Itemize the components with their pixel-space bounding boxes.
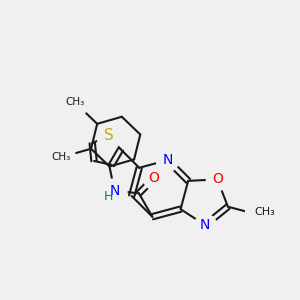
Text: CH₃: CH₃ <box>52 152 71 162</box>
Text: CH₃: CH₃ <box>65 98 85 107</box>
Text: S: S <box>104 128 114 143</box>
Text: O: O <box>212 172 223 186</box>
Text: O: O <box>149 171 160 185</box>
Text: N: N <box>200 218 210 232</box>
Text: N: N <box>109 184 120 198</box>
Text: N: N <box>162 153 173 167</box>
Text: CH₃: CH₃ <box>255 207 276 217</box>
Text: H: H <box>103 190 113 203</box>
